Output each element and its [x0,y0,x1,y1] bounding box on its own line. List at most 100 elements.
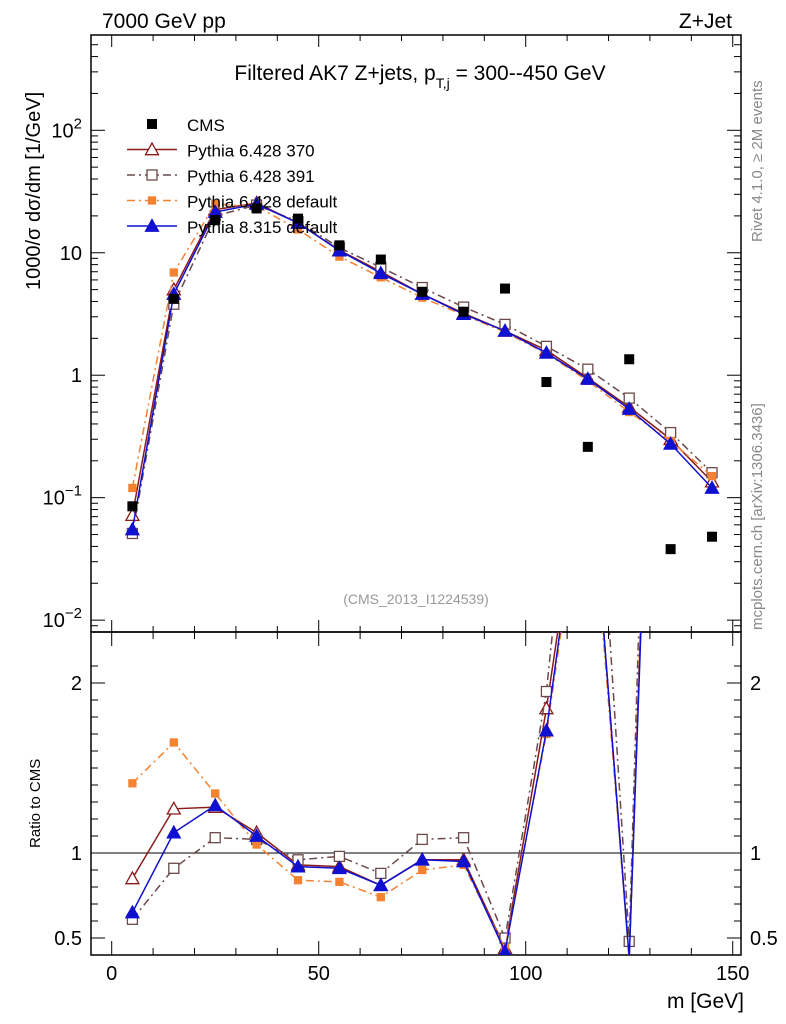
ratio-point [249,828,265,842]
series-point [704,480,720,494]
ratio-tick-label: 2 [71,673,82,695]
rivet-label: Rivet 4.1.0, ≥ 2M events [749,80,766,242]
series-point [538,345,555,359]
x-tick-label: 150 [716,963,749,985]
ratio-point [166,800,182,815]
ratio-point [252,840,261,849]
series-point [373,265,389,280]
legend-label: CMS [187,116,225,135]
legend-label: Pythia 6.428 391 [187,167,315,186]
ratio-point [416,833,428,846]
series-point [663,436,679,450]
y-tick-label: 102 [51,115,82,142]
y-tick-label: 1 [71,365,82,387]
cms-data-point [707,531,718,542]
legend-entry-0: Pythia 6.428 370 [127,142,315,161]
ratio-tick-label-right: 1 [750,843,761,865]
series-1 [126,199,718,540]
y-axis-label: 1000/σ dσ/dm [1/GeV] [23,92,45,290]
y-tick-label: 10−1 [43,483,82,510]
cms-data-point [541,377,552,388]
mcplots-label: mcplots.cern.ch [arXiv:1306.3436] [749,403,766,630]
chart-title: Filtered AK7 Z+jets, pT,j = 300--450 GeV [234,62,605,91]
legend-cms: CMS [147,116,225,135]
header-process: Z+Jet [679,10,732,33]
cms-data-point [624,354,635,365]
ratio-point [290,858,306,873]
ratio-point [538,722,555,737]
legend-entry-1: Pythia 6.428 391 [127,167,315,186]
ratio-point [124,870,141,885]
ratio-point [335,877,344,887]
series-point [621,401,637,415]
ratio-point [376,893,385,902]
series-2 [128,199,717,493]
ratio-point [375,867,387,880]
x-tick-label: 50 [308,963,330,985]
legend-label: Pythia 6.428 default [187,193,338,212]
series-point [497,323,513,337]
cms-data-point [334,240,345,251]
legend-marker [147,196,157,205]
series-point [707,471,717,481]
ratio-point [333,850,346,863]
ratio-axis-label: Ratio to CMS [27,759,44,848]
legend-marker [144,141,160,156]
legend-marker [144,218,160,232]
series-point [580,371,596,385]
cms-data-point [210,215,221,226]
ratio-point [418,865,427,875]
cms-data-point [582,441,593,452]
series-line [131,203,713,489]
legend-entry-2: Pythia 6.428 default [127,193,338,212]
ratio-point [540,685,553,698]
x-tick-label: 0 [106,963,117,985]
x-axis-label: m [GeV] [667,990,744,1013]
ratio-series-3 [124,632,642,955]
series-3 [124,196,720,536]
series-point [169,268,178,277]
ratio-tick-label: 0.5 [54,928,82,950]
legend-marker [147,119,157,129]
ratio-point [211,789,220,798]
ratio-point [414,851,430,866]
header-energy: 7000 GeV pp [102,10,226,33]
ratio-point [331,860,348,875]
cms-data-point [168,293,179,304]
ratio-point [499,932,511,944]
ratio-point [498,943,512,955]
cms-data-point [458,306,469,317]
cms-data-point [293,213,304,224]
ratio-point [457,832,470,844]
series-line [131,204,713,534]
series-point [124,521,141,536]
cms-data-point [375,254,386,265]
ratio-point [373,877,389,892]
ratio-tick-label: 1 [71,843,82,865]
y-tick-label: 10 [60,243,82,265]
cms-data-point [417,286,428,297]
ratio-point [128,779,137,788]
ratio-point [124,904,141,919]
ratio-point [169,738,178,747]
legend-label: Pythia 6.428 370 [187,142,315,161]
ratio-panel-frame [90,631,742,956]
cms-data-point [251,203,262,214]
ratio-tick-label-right: 2 [750,673,761,695]
cms-data-point [665,544,676,555]
ratio-point [456,853,472,868]
legend-label: Pythia 8.315 default [187,218,338,237]
y-tick-label: 10−2 [43,605,82,632]
legend-entry-3: Pythia 8.315 default [127,218,338,237]
x-tick-label: 100 [509,963,542,985]
ratio-point [168,862,180,874]
ratio-point [207,797,223,812]
series-point [128,483,137,493]
legend-marker [146,169,158,181]
ratio-tick-label-right: 0.5 [750,928,778,950]
ratio-point [166,824,182,839]
cms-data-point [127,501,138,512]
cms-data-point [500,283,511,294]
ratio-point [293,876,303,885]
